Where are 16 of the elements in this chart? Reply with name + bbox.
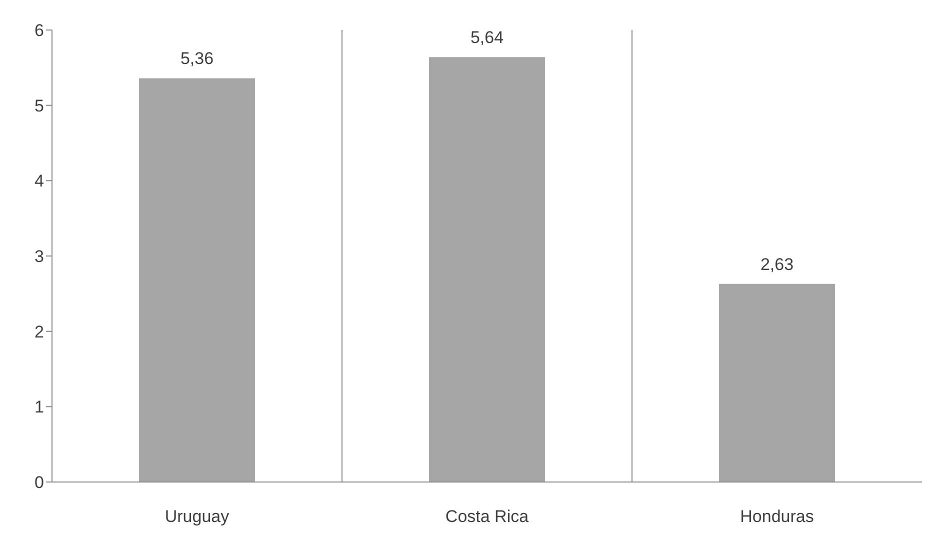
data-label: 2,63	[760, 254, 794, 274]
y-tick-label: 4	[34, 172, 44, 191]
y-tick-label: 5	[34, 96, 44, 116]
data-label: 5,36	[180, 49, 214, 68]
data-label: 5,64	[470, 28, 504, 48]
y-tick-label: 0	[34, 473, 44, 492]
y-tick-label: 6	[34, 21, 44, 40]
y-tick-label: 3	[34, 247, 44, 266]
x-tick-label: Costa Rica	[445, 507, 530, 526]
bar	[429, 57, 545, 482]
x-tick-label: Uruguay	[164, 507, 230, 526]
bar	[139, 78, 255, 482]
bar	[719, 284, 835, 482]
x-tick-label: Honduras	[740, 507, 814, 526]
y-tick-label: 1	[34, 398, 44, 417]
y-tick-label: 2	[34, 322, 44, 342]
